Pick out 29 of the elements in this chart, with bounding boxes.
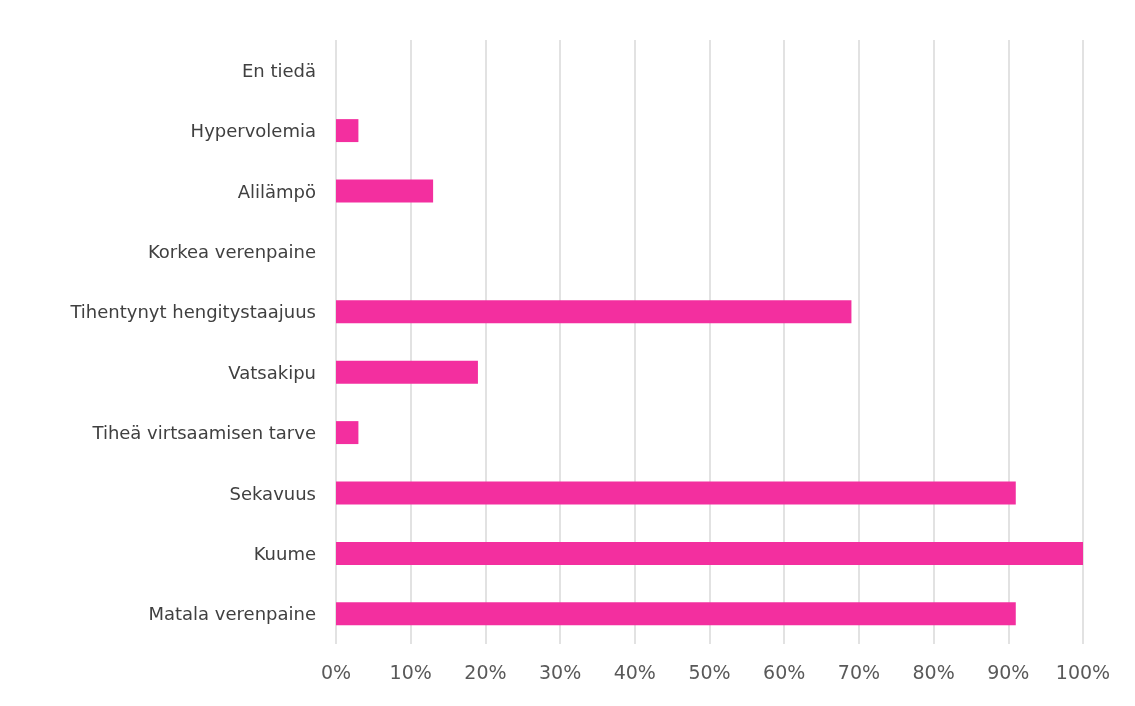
y-tick-label: Tiheä virtsaamisen tarve xyxy=(91,422,316,444)
bar xyxy=(336,119,359,143)
bar xyxy=(336,421,359,445)
x-tick-label: 60% xyxy=(763,660,806,683)
bar xyxy=(336,602,1016,626)
x-tick-label: 100% xyxy=(1055,660,1111,683)
x-tick-label: 80% xyxy=(912,660,955,683)
bar xyxy=(336,179,434,203)
x-tick-label: 40% xyxy=(613,660,656,683)
y-tick-label: Matala verenpaine xyxy=(148,603,316,625)
x-tick-label: 20% xyxy=(464,660,507,683)
y-tick-label: Alilämpö xyxy=(237,180,316,202)
bar xyxy=(336,481,1016,505)
x-tick-label: 50% xyxy=(688,660,731,683)
y-tick-label: Korkea verenpaine xyxy=(147,240,316,262)
x-tick-label: 30% xyxy=(538,660,582,683)
y-tick-label: Hypervolemia xyxy=(190,120,316,142)
x-tick-label: 0% xyxy=(320,660,352,683)
y-tick-label: Vatsakipu xyxy=(228,361,316,383)
y-tick-label: Kuume xyxy=(253,542,316,564)
x-tick-label: 90% xyxy=(987,660,1030,683)
bar xyxy=(336,360,478,384)
x-tick-label: 10% xyxy=(389,660,432,683)
bar xyxy=(336,300,852,324)
y-tick-label: Tihentynyt hengitystaajuus xyxy=(69,301,316,323)
y-tick-label: En tiedä xyxy=(241,59,316,81)
x-tick-label: 70% xyxy=(837,660,881,683)
y-tick-label: Sekavuus xyxy=(229,482,316,504)
bar xyxy=(336,541,1083,565)
